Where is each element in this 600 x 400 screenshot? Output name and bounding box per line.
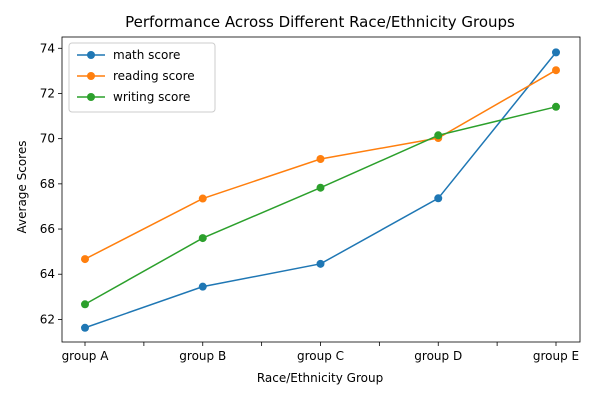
data-point-writing-score xyxy=(552,102,560,111)
legend-label-writing-score: writing score xyxy=(113,90,190,104)
legend: math score reading score writing score xyxy=(68,42,216,113)
chart-title: Performance Across Different Race/Ethnic… xyxy=(125,13,515,31)
x-axis-label: Race/Ethnicity Group xyxy=(257,371,383,385)
plot-area: 62 64 66 68 70 72 74 group A group B group C group… xyxy=(40,36,581,363)
x-tick-label: group E xyxy=(533,349,579,363)
data-point-math-score xyxy=(434,194,443,203)
y-tick-label: 64 xyxy=(40,267,55,281)
data-point-reading-score xyxy=(552,66,560,75)
data-point-math-score xyxy=(316,259,325,268)
legend-marker-reading-score xyxy=(87,72,95,80)
y-tick-label: 66 xyxy=(40,222,55,236)
x-tick-label: group C xyxy=(297,349,344,363)
y-tick-label: 62 xyxy=(40,312,55,326)
y-tick-label: 72 xyxy=(40,86,55,100)
y-tick-label: 74 xyxy=(40,41,55,55)
data-point-reading-score xyxy=(81,255,89,264)
legend-box xyxy=(68,42,216,113)
data-point-math-score xyxy=(198,282,207,291)
axes-frame xyxy=(61,36,581,343)
x-tick-label: group A xyxy=(62,349,110,363)
x-tick-label: group B xyxy=(179,349,226,363)
x-tick-label: group D xyxy=(414,349,462,363)
data-point-writing-score xyxy=(198,234,207,243)
data-point-writing-score xyxy=(316,183,325,192)
legend-marker-writing-score xyxy=(87,93,95,101)
legend-label-reading-score: reading score xyxy=(113,69,195,83)
data-point-writing-score xyxy=(81,300,89,309)
data-point-reading-score xyxy=(198,194,207,203)
data-point-math-score xyxy=(81,323,89,332)
y-axis-label: Average Scores xyxy=(15,141,29,234)
data-point-writing-score xyxy=(434,131,443,140)
legend-marker-math-score xyxy=(87,51,95,59)
y-tick-label: 68 xyxy=(40,177,55,191)
legend-label-math-score: math score xyxy=(113,48,180,62)
data-point-reading-score xyxy=(316,155,325,163)
y-tick-label: 70 xyxy=(40,132,55,146)
data-point-math-score xyxy=(552,48,560,57)
